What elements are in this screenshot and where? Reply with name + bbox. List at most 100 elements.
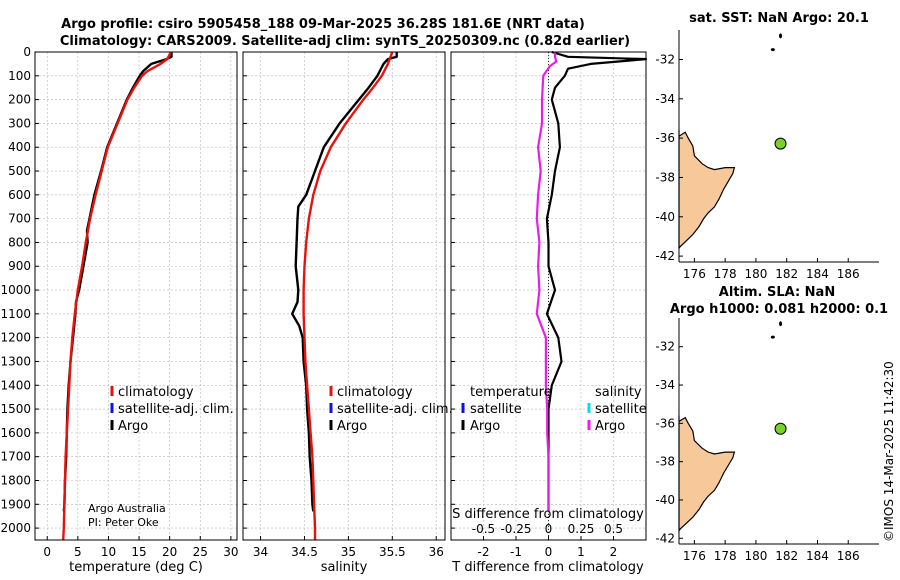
map-x-tick-label: 180 [744,549,767,563]
y-tick-label: 1500 [0,402,31,416]
land-mass [678,415,736,533]
t-difference-xlabel: T difference from climatology [451,560,644,575]
s-x-tick-label: 0 [545,522,553,536]
s-x-tick-label: 0.5 [604,522,623,536]
map-y-tick-label: -38 [655,455,675,469]
x-tick-label: 35 [341,545,356,559]
y-tick-label: 800 [8,235,31,249]
argo-float-marker [774,422,787,435]
map-y-tick-label: -36 [655,131,675,145]
x-tick-label: 36 [429,545,444,559]
x-tick-label: 0 [545,545,553,559]
argo-salinity-line [291,52,398,512]
map-y-tick-label: -34 [655,378,675,392]
figure-title-line2: Climatology: CARS2009. Satellite-adj cli… [60,34,630,49]
island-marker [779,33,783,39]
x-tick-label: 15 [131,545,146,559]
salinity-xlabel: salinity [321,560,368,575]
sst-map-panel: sat. SST: NaN Argo: 20.1 176 178 180 182 184… [655,11,879,281]
legend-label-climatology: climatology [337,385,413,400]
sst-map-title: sat. SST: NaN Argo: 20.1 [689,11,869,26]
argo-s-difference-line [535,52,558,512]
x-tick-label: 2 [610,545,618,559]
map-x-tick-label: 176 [683,549,706,563]
sla-map-panel: Altim. SLA: NaN Argo h1000: 0.081 h2000:… [655,285,888,563]
climatology-salinity-line [302,51,394,540]
x-tick-label: 5 [74,545,82,559]
legend-label-s-satellite: satellite [595,402,647,417]
x-tick-label: 35.5 [379,545,406,559]
legend-label-climatology: climatology [118,385,194,400]
salinity-legend: climatology satellite-adj. clim. Argo [329,385,453,434]
x-tick-label: 20 [162,545,177,559]
difference-legend: temperature salinity satellite Argo sate… [461,385,647,434]
map-y-tick-label: -42 [655,531,675,545]
island-marker [779,321,783,327]
sla-map-title-line2: Argo h1000: 0.081 h2000: 0.1 [670,302,888,317]
temperature-legend: climatology satellite-adj. clim. Argo [110,385,234,434]
argo-float-marker [774,137,787,150]
x-tick-label: 34.5 [291,545,318,559]
map-x-tick-label: 176 [683,267,706,281]
y-tick-label: 1400 [0,378,31,392]
map-y-tick-label: -34 [655,92,675,106]
y-tick-label: 200 [8,93,31,107]
y-tick-label: 2000 [0,521,31,535]
map-x-tick-label: 184 [806,267,829,281]
y-tick-label: 1300 [0,354,31,368]
map-x-tick-label: 178 [714,549,737,563]
x-tick-label: 1 [577,545,585,559]
legend-label-s-argo: Argo [595,419,625,434]
map-x-tick-label: 186 [837,267,860,281]
map-x-tick-label: 184 [806,549,829,563]
map-x-tick-label: 180 [744,267,767,281]
y-tick-label: 600 [8,188,31,202]
y-tick-label: 300 [8,116,31,130]
legend-title-temperature: temperature [470,385,552,400]
x-tick-label: 25 [193,545,208,559]
legend-label-argo: Argo [337,419,367,434]
y-tick-label: 1900 [0,497,31,511]
difference-panel: -2 -1 0 1 2 -0.5 -0.25 0 0.25 0.5 T difference fr… [450,50,648,575]
legend-label-argo: Argo [118,419,148,434]
legend-title-salinity: salinity [595,385,642,400]
credit-line1: Argo Australia [88,502,166,515]
temperature-panel: 0100200300400500600700800900100011001200… [0,45,238,575]
sla-map-title-line1: Altim. SLA: NaN [719,285,835,300]
map-y-tick-label: -38 [655,170,675,184]
y-tick-label: 700 [8,212,31,226]
argo-t-difference-line [545,50,648,512]
y-tick-label: 1200 [0,331,31,345]
map-x-tick-label: 178 [714,267,737,281]
s-difference-xlabel: S difference from climatology [452,507,644,522]
y-tick-label: 1000 [0,283,31,297]
x-tick-label: 0 [43,545,51,559]
y-tick-label: 1100 [0,307,31,321]
x-tick-label: -1 [510,545,522,559]
map-x-tick-label: 182 [775,267,798,281]
map-y-tick-label: -36 [655,416,675,430]
x-tick-label: -2 [478,545,490,559]
legend-label-satellite: satellite-adj. clim. [337,402,453,417]
y-tick-label: 400 [8,140,31,154]
y-tick-label: 1600 [0,426,31,440]
y-tick-label: 100 [8,69,31,83]
y-tick-label: 500 [8,164,31,178]
map-y-tick-label: -42 [655,249,675,263]
imos-timestamp: ©IMOS 14-Mar-2025 11:42:30 [882,361,896,542]
map-x-tick-label: 182 [775,549,798,563]
map-x-tick-label: 186 [837,549,860,563]
figure-title-line1: Argo profile: csiro 5905458_188 09-Mar-2… [61,17,585,32]
x-tick-label: 34 [253,545,268,559]
y-tick-label: 0 [23,45,31,59]
map-y-tick-label: -32 [655,340,675,354]
salinity-axes-frame [242,51,446,541]
x-tick-label: 30 [223,545,238,559]
credit-line2: PI: Peter Oke [88,516,159,529]
s-x-tick-label: -0.25 [500,522,531,536]
map-y-tick-label: -32 [655,52,675,66]
island-marker [770,335,775,339]
s-x-tick-label: 0.25 [568,522,595,536]
legend-label-t-satellite: satellite [470,402,522,417]
